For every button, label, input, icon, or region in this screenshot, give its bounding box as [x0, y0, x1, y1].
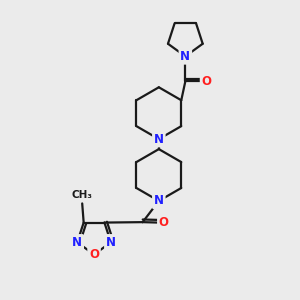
Text: N: N — [154, 194, 164, 207]
Text: O: O — [159, 216, 169, 229]
Text: CH₃: CH₃ — [72, 190, 93, 200]
Text: O: O — [202, 75, 212, 88]
Text: O: O — [89, 248, 99, 261]
Text: N: N — [106, 236, 116, 249]
Text: N: N — [180, 50, 190, 63]
Text: N: N — [72, 236, 82, 249]
Text: N: N — [154, 133, 164, 146]
